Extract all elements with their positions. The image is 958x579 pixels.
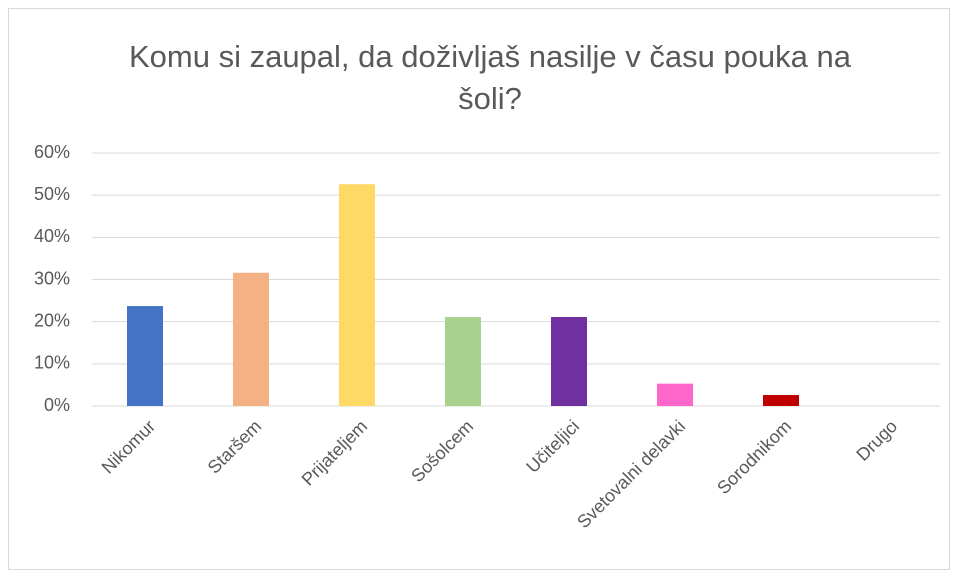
y-tick-label: 30% (34, 268, 70, 288)
chart-title: Komu si zaupal, da doživljaš nasilje v č… (128, 39, 852, 116)
y-tick-label: 60% (34, 142, 70, 162)
bar (339, 184, 375, 406)
bar (763, 395, 799, 406)
bar (233, 272, 269, 406)
bar (551, 317, 587, 406)
y-tick-label: 0% (44, 395, 70, 415)
bar (657, 383, 693, 406)
y-tick-label: 20% (34, 310, 70, 330)
bar (127, 306, 163, 406)
bar (445, 317, 481, 406)
chart-border (8, 8, 950, 570)
y-tick-label: 10% (34, 353, 70, 373)
y-tick-label: 50% (34, 184, 70, 204)
y-tick-label: 40% (34, 226, 70, 246)
